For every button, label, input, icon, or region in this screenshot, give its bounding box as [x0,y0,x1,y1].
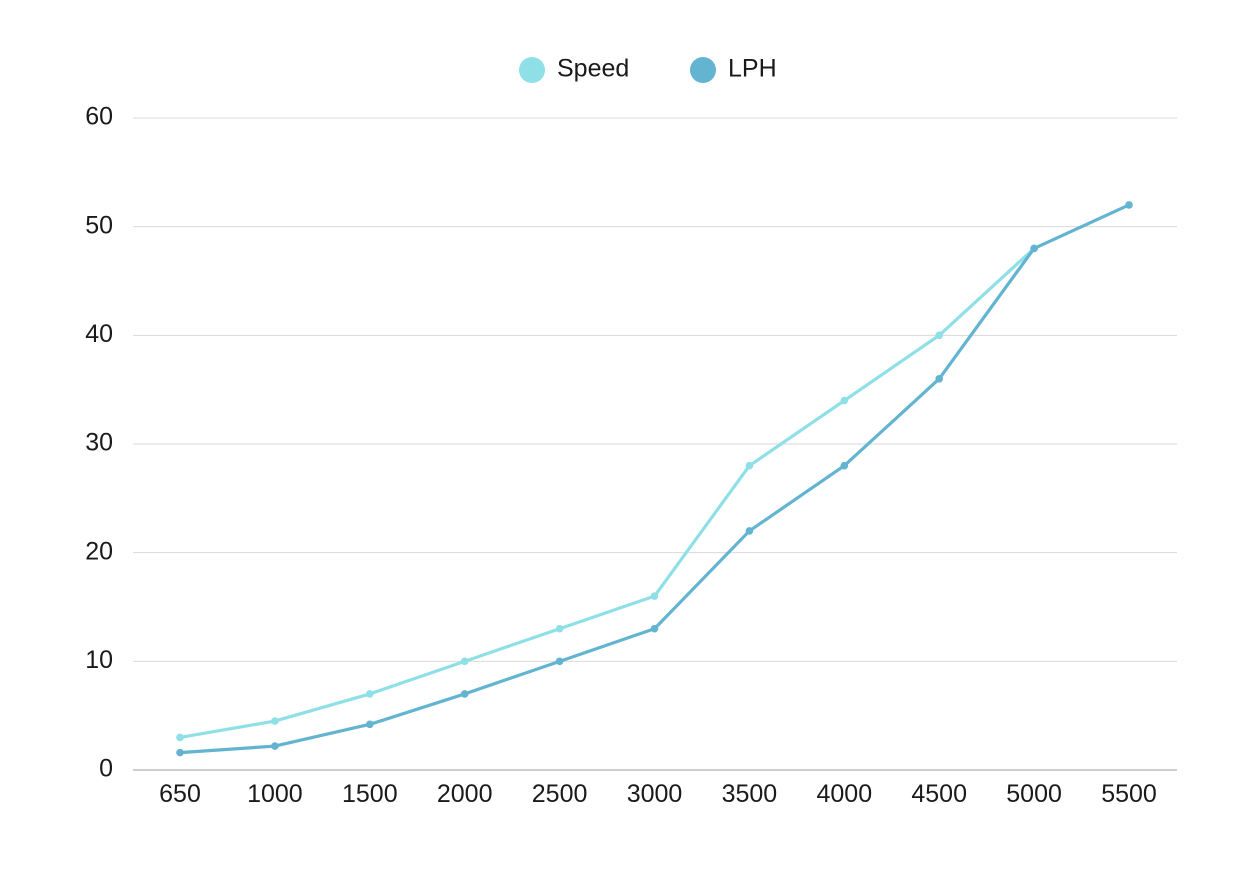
y-tick-label: 30 [85,429,113,457]
series-line [178,203,1131,755]
x-tick-label: 1500 [342,780,398,808]
x-tick-label: 4000 [816,780,872,808]
data-point [745,527,754,535]
legend-label: LPH [728,55,777,83]
x-tick-label: 3000 [627,780,683,808]
data-point [271,717,279,725]
legend-marker-icon [519,57,545,83]
series-speed [176,244,1038,742]
data-point [840,461,849,470]
y-tick-label: 0 [99,755,113,783]
data-point [366,720,374,729]
legend[interactable]: Speed LPH [519,55,777,83]
data-point [650,592,659,600]
y-tick-label: 20 [85,537,113,565]
data-point [460,690,469,698]
x-tick-label: 4500 [911,780,967,808]
legend-label: Speed [557,55,629,83]
x-tick-label: 5000 [1006,780,1062,808]
x-tick-label: 1000 [247,780,303,808]
legend-marker-icon [690,57,716,83]
x-tick-label: 650 [159,780,201,808]
series-lines [176,201,1133,757]
data-point [1030,244,1038,253]
data-point [935,331,943,340]
data-point [745,461,754,470]
data-point [650,624,659,633]
y-tick-label: 60 [85,103,113,131]
data-point [555,657,564,666]
x-tick-label: 2000 [437,780,493,808]
data-point [176,733,184,742]
data-point [366,690,374,698]
legend-item-lph[interactable]: LPH [690,55,777,83]
x-tick-label: 2500 [532,780,588,808]
y-tick-label: 10 [85,646,113,674]
series-lph [176,201,1133,757]
x-tick-label: 3500 [722,780,778,808]
x-tick-label: 5500 [1101,780,1157,808]
axes: 0 10 20 30 40 50 60 650 1000 1500 2000 2500 3000 3500… [85,103,1177,808]
series-line [178,246,1036,740]
data-point [555,624,564,633]
y-tick-label: 50 [85,211,113,239]
data-point [935,375,943,383]
grid-lines [133,117,1177,662]
data-point [271,742,279,750]
data-point [460,657,469,666]
data-point [176,748,184,757]
data-point [1125,201,1133,209]
legend-item-speed[interactable]: Speed [519,55,629,83]
y-tick-label: 40 [85,320,113,348]
data-point [840,396,849,405]
